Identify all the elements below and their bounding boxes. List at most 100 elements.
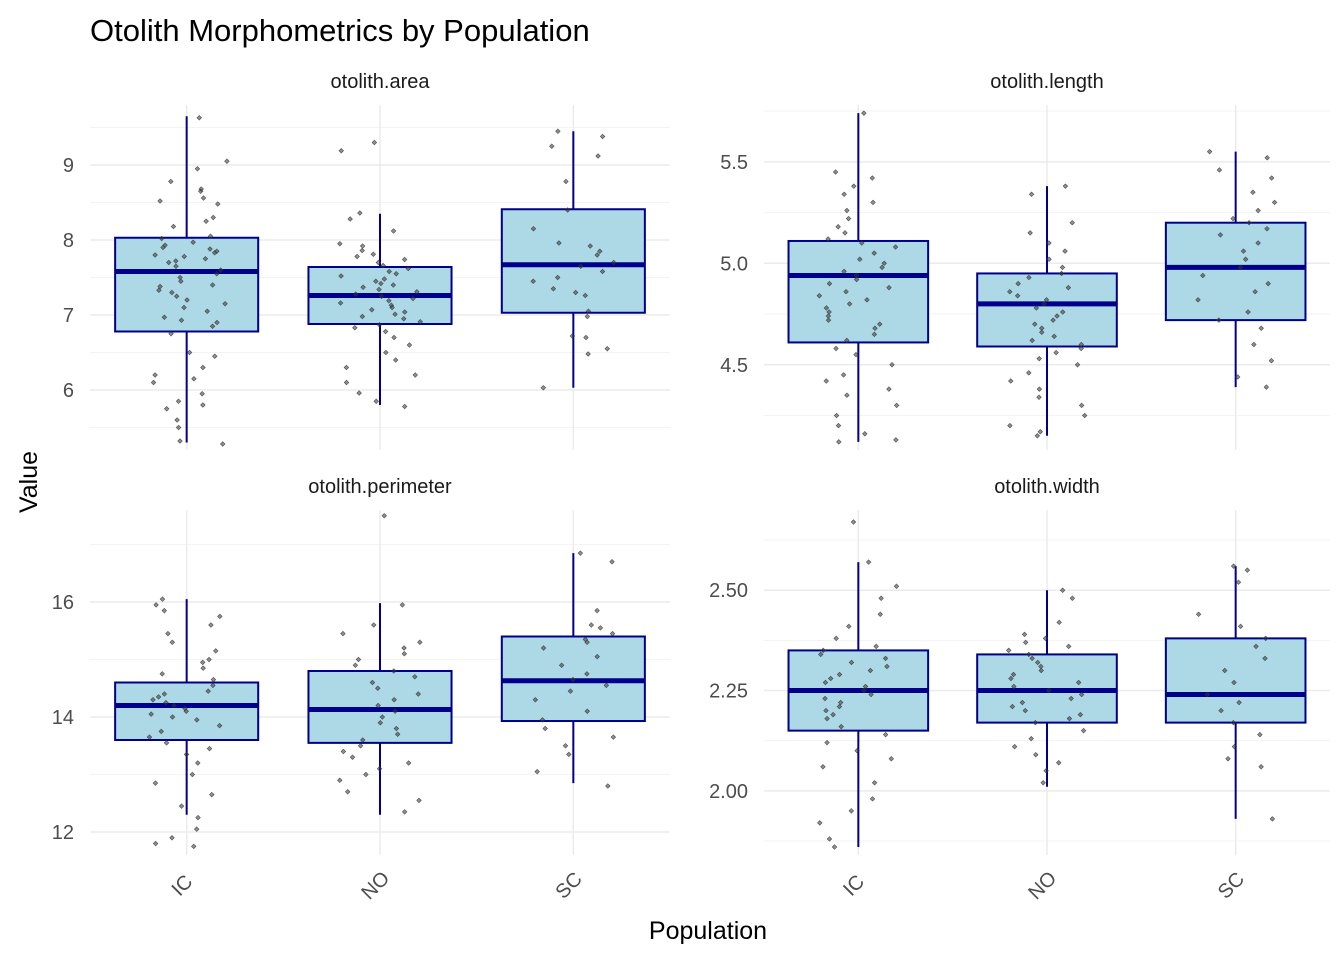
data-point [200, 665, 206, 671]
data-point [1081, 412, 1088, 419]
data-point [376, 286, 382, 293]
data-point [1258, 325, 1264, 331]
data-point [1244, 567, 1251, 573]
data-point [352, 662, 359, 668]
data-point [159, 671, 165, 677]
data-point [363, 771, 369, 778]
data-point [825, 236, 831, 242]
data-point [393, 725, 400, 732]
data-point [357, 743, 364, 749]
data-point [842, 230, 848, 236]
data-point [157, 198, 163, 204]
data-point [1021, 631, 1028, 638]
data-point [1250, 189, 1256, 195]
data-point [843, 288, 849, 295]
data-point [862, 683, 869, 690]
data-point [209, 282, 216, 288]
data-point [832, 169, 839, 175]
data-point [158, 235, 165, 242]
y-tick-label: 2.50 [709, 580, 748, 602]
y-tick-label: 5.5 [720, 152, 748, 174]
data-point [178, 317, 185, 323]
data-point [1080, 727, 1087, 734]
data-point [206, 656, 212, 663]
data-point [392, 357, 399, 363]
data-point [405, 760, 412, 766]
data-point [173, 293, 180, 299]
data-point [386, 268, 392, 275]
data-point [1039, 329, 1045, 336]
data-point [378, 280, 384, 287]
box-SC [1164, 566, 1307, 819]
data-point [868, 691, 874, 698]
data-point [1268, 357, 1275, 364]
data-point [1038, 667, 1044, 674]
data-point [195, 814, 201, 821]
data-point [174, 417, 180, 423]
data-point [564, 207, 571, 213]
data-point [1065, 643, 1072, 650]
data-point [359, 243, 366, 249]
data-point [853, 276, 860, 283]
data-point [340, 630, 346, 637]
data-point [844, 207, 850, 214]
data-point [610, 259, 617, 266]
x-tick-label: NO [1024, 867, 1061, 904]
data-point [882, 731, 889, 738]
data-point [1014, 293, 1021, 299]
facet-strip-label: otolith.length [990, 71, 1103, 93]
facet-strip-label: otolith.width [994, 476, 1100, 498]
data-point [567, 688, 574, 694]
data-point [1010, 671, 1017, 678]
y-tick-label: 7 [63, 305, 74, 327]
data-point [417, 319, 423, 325]
data-point [210, 214, 216, 221]
data-point [1045, 687, 1052, 694]
data-point [604, 346, 611, 352]
data-point [844, 337, 850, 344]
data-point [610, 734, 617, 740]
data-point [1242, 256, 1249, 262]
data-point [202, 256, 209, 262]
data-point [824, 715, 830, 722]
data-point [371, 139, 378, 146]
data-point [822, 695, 828, 702]
data-point [150, 697, 156, 703]
data-point [1230, 563, 1237, 569]
data-point [831, 844, 838, 850]
data-point [347, 216, 353, 222]
data-point [359, 313, 366, 320]
data-point [1066, 715, 1073, 722]
data-point [1032, 719, 1039, 726]
data-point [215, 201, 221, 207]
data-point [207, 233, 214, 239]
data-point [1032, 321, 1038, 327]
data-point [391, 334, 397, 341]
data-point [859, 240, 865, 246]
facet-strip-label: otolith.area [331, 71, 431, 93]
data-point [861, 687, 867, 694]
data-point [209, 791, 215, 798]
data-point [401, 256, 408, 263]
data-point [871, 250, 877, 256]
data-point [392, 708, 398, 714]
data-point [1034, 433, 1041, 439]
data-point [599, 268, 606, 275]
data-point [1078, 691, 1085, 698]
data-point [817, 820, 823, 826]
data-point [1051, 333, 1057, 340]
data-point [1074, 362, 1081, 368]
data-point [343, 379, 350, 386]
x-axis-title: Population [649, 917, 767, 945]
data-point [1022, 639, 1029, 646]
data-point [195, 760, 201, 766]
data-point [836, 671, 843, 678]
data-point [168, 178, 174, 185]
data-point [1008, 675, 1014, 682]
data-point [217, 613, 223, 620]
data-point [1059, 587, 1066, 593]
data-point [886, 284, 892, 291]
data-point [412, 372, 418, 378]
data-point [563, 178, 569, 185]
